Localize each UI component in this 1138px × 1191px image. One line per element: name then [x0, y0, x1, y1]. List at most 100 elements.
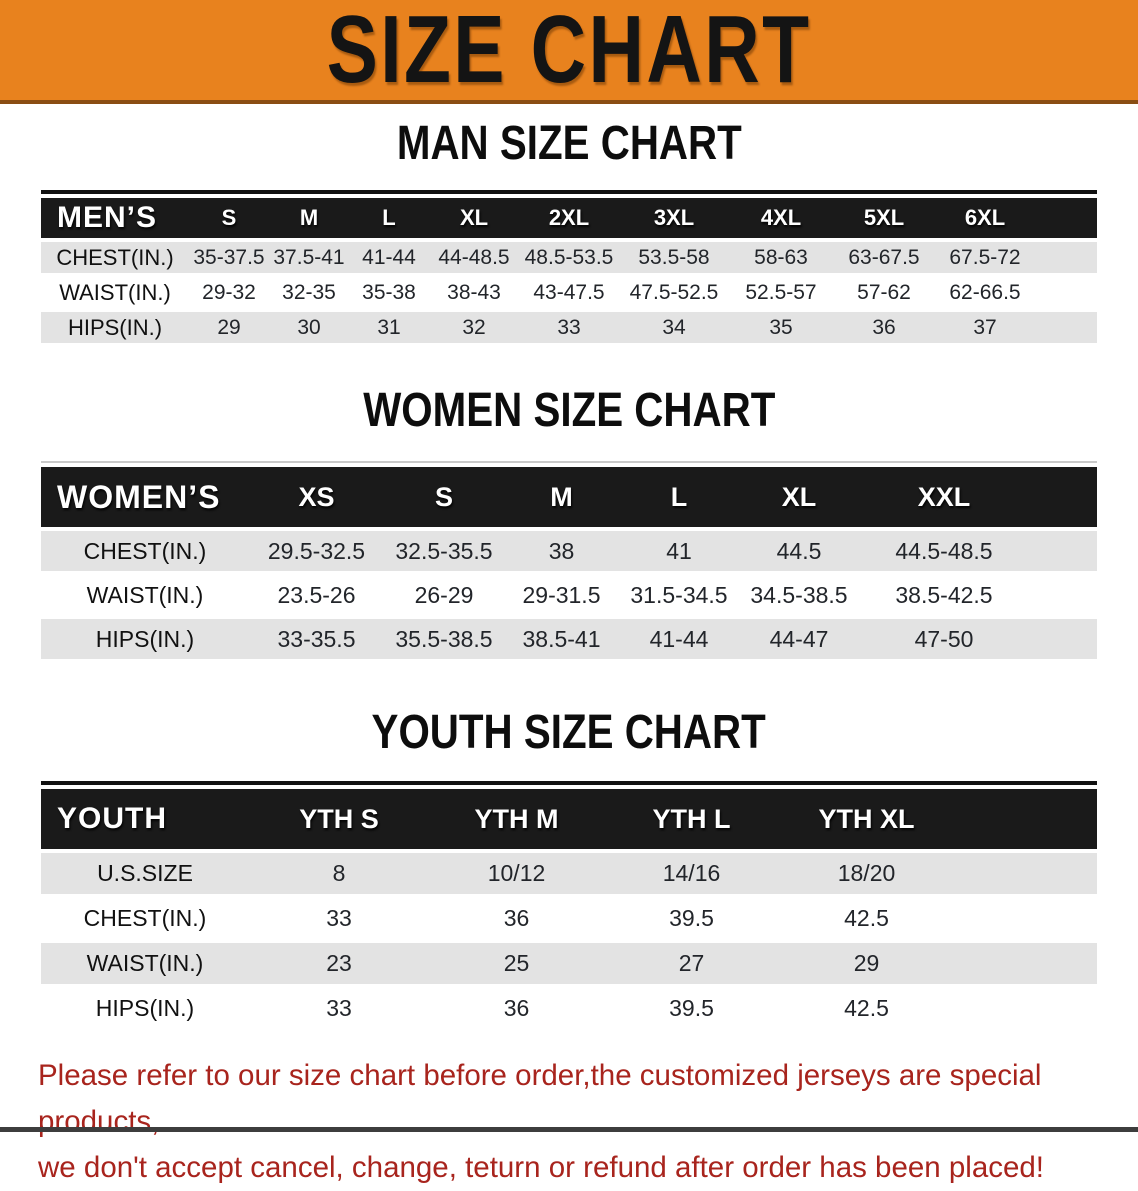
women-size-chart-heading: WOMEN SIZE CHART: [0, 387, 1138, 435]
size-header-cell: S: [221, 205, 237, 230]
value-cell: 36: [503, 995, 530, 1021]
value-cell: 23.5-26: [277, 581, 356, 608]
value-cell: 29-32: [202, 280, 256, 304]
men-table-top-rule: [41, 190, 1097, 194]
value-cell: 57-62: [857, 280, 911, 304]
value-cell: 48.5-53.5: [524, 245, 614, 269]
value-cell: 44-48.5: [438, 245, 510, 269]
page-title: SIZE CHART: [326, 0, 812, 103]
man-size-chart-heading: MAN SIZE CHART: [0, 120, 1138, 168]
row-label-cell: U.S.SIZE: [97, 860, 193, 886]
header-filler-cell: [1029, 467, 1097, 527]
men-header-row: MEN’S S M L XL 2XL 3XL 4XL 5XL 6XL: [41, 198, 1097, 238]
value-cell: 53.5-58: [638, 245, 710, 269]
row-filler-cell: [954, 898, 1097, 939]
size-header-cell: 5XL: [863, 205, 905, 230]
size-header-cell: YTH M: [474, 803, 559, 834]
value-cell: 29: [853, 950, 880, 976]
header-filler-cell: [954, 789, 1097, 849]
row-label-cell: WAIST(IN.): [86, 581, 204, 608]
youth-size-chart-heading-text: YOUTH SIZE CHART: [371, 706, 767, 759]
row-filler-cell: [954, 988, 1097, 1029]
value-cell: 42.5: [844, 995, 889, 1021]
value-cell: 47.5-52.5: [629, 280, 719, 304]
image-bottom-edge: [0, 1127, 1138, 1132]
table-title-cell: YOUTH: [57, 802, 167, 835]
value-cell: 33: [326, 905, 352, 931]
value-cell: 26-29: [414, 581, 474, 608]
value-cell: 44.5-48.5: [895, 537, 993, 564]
value-cell: 14/16: [662, 860, 721, 886]
value-cell: 33: [557, 315, 581, 339]
header-filler-cell: [1035, 198, 1097, 238]
value-cell: 31.5-34.5: [630, 581, 728, 608]
value-cell: 35-38: [362, 280, 416, 304]
size-header-cell: 2XL: [548, 205, 590, 230]
youth-size-table-container: YOUTH YTH S YTH M YTH L YTH XL U.S.SIZE 8 10/1…: [41, 781, 1097, 1033]
row-label-cell: HIPS(IN.): [67, 314, 163, 340]
row-filler-cell: [1029, 619, 1097, 659]
value-cell: 39.5: [669, 995, 714, 1021]
row-label-cell: CHEST(IN.): [56, 244, 174, 270]
youth-header-row: YOUTH YTH S YTH M YTH L YTH XL: [41, 789, 1097, 849]
size-header-cell: 4XL: [760, 205, 802, 230]
value-cell: 58-63: [754, 245, 808, 269]
table-row: U.S.SIZE 8 10/12 14/16 18/20: [41, 853, 1097, 894]
value-cell: 25: [503, 950, 530, 976]
value-cell: 8: [332, 860, 346, 886]
women-table-top-rule: [41, 461, 1097, 463]
row-label-cell: WAIST(IN.): [86, 950, 204, 976]
row-filler-cell: [1035, 242, 1097, 273]
value-cell: 44-47: [769, 625, 829, 652]
value-cell: 27: [678, 950, 705, 976]
size-header-cell: XL: [781, 481, 817, 512]
table-row: CHEST(IN.) 33 36 39.5 42.5: [41, 898, 1097, 939]
value-cell: 37: [973, 315, 997, 339]
size-header-cell: XL: [459, 205, 489, 230]
value-cell: 36: [872, 315, 896, 339]
value-cell: 33: [326, 995, 352, 1021]
row-label-cell: CHEST(IN.): [83, 537, 207, 564]
value-cell: 35.5-38.5: [395, 625, 493, 652]
size-header-cell: L: [382, 205, 396, 230]
row-label-cell: WAIST(IN.): [59, 279, 171, 305]
value-cell: 36: [503, 905, 530, 931]
men-size-table-container: MEN’S S M L XL 2XL 3XL 4XL 5XL 6XL CHEST(IN.) 35-3…: [41, 190, 1097, 347]
women-size-table-container: WOMEN’S XS S M L XL XXL CHEST(IN.) 29.5-32.5 32.…: [41, 461, 1097, 663]
value-cell: 38-43: [447, 280, 501, 304]
value-cell: 41-44: [362, 245, 416, 269]
order-policy-line-1: Please refer to our size chart before or…: [38, 1059, 1042, 1139]
table-row: WAIST(IN.) 23 25 27 29: [41, 943, 1097, 984]
row-label-cell: HIPS(IN.): [95, 625, 195, 652]
youth-size-chart-heading: YOUTH SIZE CHART: [0, 709, 1138, 757]
size-header-cell: XXL: [917, 481, 971, 512]
value-cell: 30: [297, 315, 321, 339]
women-size-chart-heading-text: WOMEN SIZE CHART: [362, 384, 776, 437]
value-cell: 35: [769, 315, 793, 339]
size-header-cell: XS: [298, 481, 335, 512]
value-cell: 38.5-41: [522, 625, 601, 652]
value-cell: 41: [666, 537, 692, 564]
value-cell: 52.5-57: [745, 280, 817, 304]
size-header-cell: S: [434, 481, 453, 512]
size-header-cell: L: [670, 481, 688, 512]
youth-table-top-rule: [41, 781, 1097, 785]
size-header-cell: M: [550, 481, 573, 512]
size-header-cell: 6XL: [964, 205, 1006, 230]
value-cell: 23: [326, 950, 352, 976]
value-cell: 41-44: [649, 625, 709, 652]
row-filler-cell: [1029, 531, 1097, 571]
row-label-cell: CHEST(IN.): [83, 905, 207, 931]
value-cell: 32.5-35.5: [395, 537, 493, 564]
table-row: HIPS(IN.) 33-35.5 35.5-38.5 38.5-41 41-44 44-…: [41, 619, 1097, 659]
women-size-table: WOMEN’S XS S M L XL XXL CHEST(IN.) 29.5-32.5 32.…: [41, 463, 1097, 663]
value-cell: 67.5-72: [949, 245, 1021, 269]
value-cell: 32: [462, 315, 486, 339]
table-row: CHEST(IN.) 29.5-32.5 32.5-35.5 38 41 44.5 44.5…: [41, 531, 1097, 571]
table-row: WAIST(IN.) 23.5-26 26-29 29-31.5 31.5-34.5 34…: [41, 575, 1097, 615]
row-filler-cell: [954, 943, 1097, 984]
table-row: HIPS(IN.) 29 30 31 32 33 34 35 36 37: [41, 312, 1097, 343]
table-title-cell: MEN’S: [57, 201, 158, 234]
value-cell: 29.5-32.5: [267, 537, 366, 564]
value-cell: 63-67.5: [848, 245, 920, 269]
